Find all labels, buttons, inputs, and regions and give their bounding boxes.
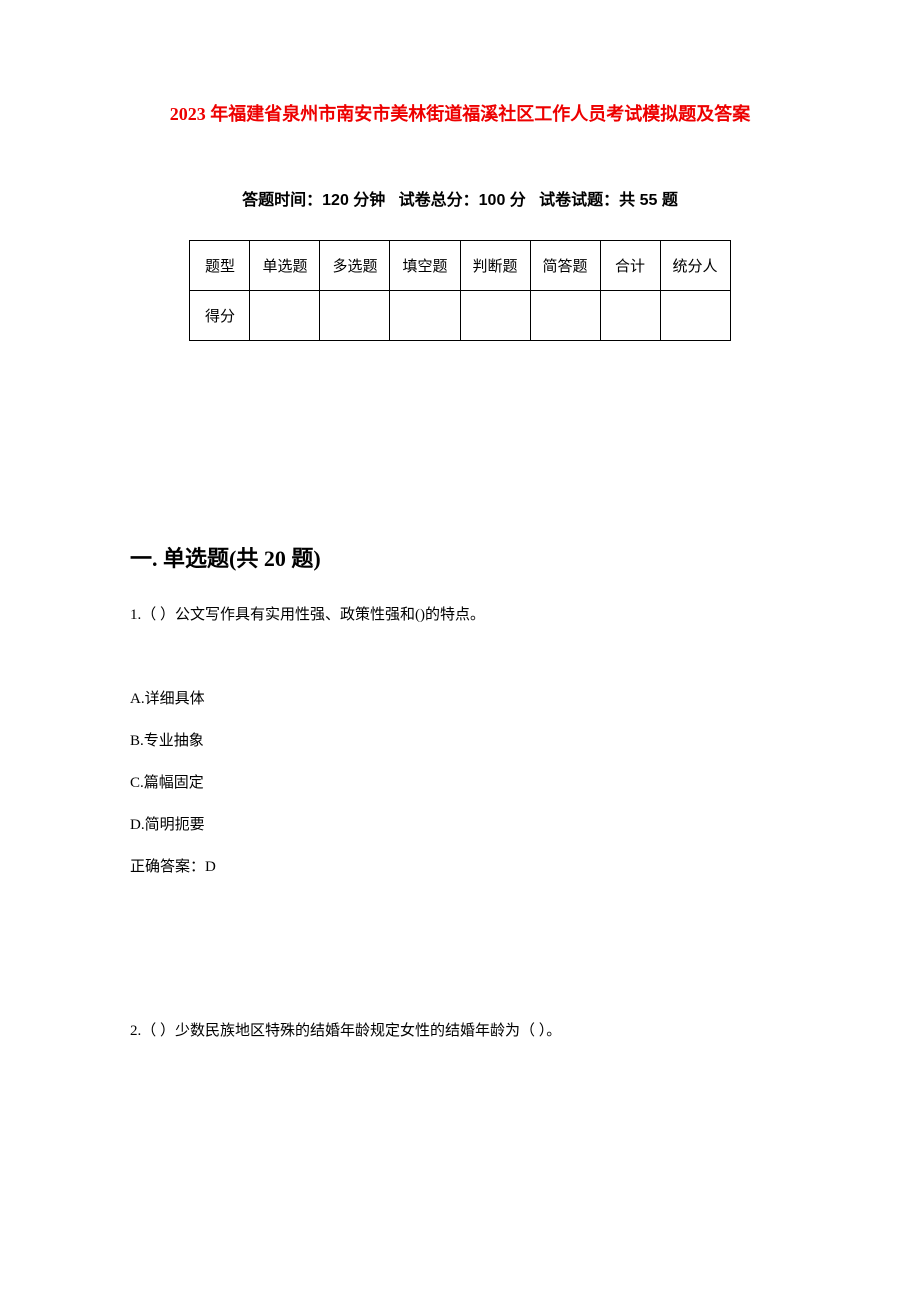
header-multi: 多选题 [320,241,390,291]
question-1-option-c: C.篇幅固定 [130,771,790,795]
score-scorer [660,291,730,341]
header-fill: 填空题 [390,241,460,291]
question-count-value: 共 55 题 [619,192,678,209]
question-1-answer: 正确答案：D [130,855,790,879]
score-table: 题型 单选题 多选题 填空题 判断题 简答题 合计 统分人 得分 [189,240,730,341]
time-label: 答题时间： [242,192,322,209]
score-short [530,291,600,341]
exam-info: 答题时间：120 分钟 试卷总分：100 分 试卷试题：共 55 题 [130,186,790,210]
row-label-score: 得分 [190,291,250,341]
header-total: 合计 [600,241,660,291]
score-fill [390,291,460,341]
time-value: 120 分钟 [322,192,385,209]
question-2-text: 2.（ ）少数民族地区特殊的结婚年龄规定女性的结婚年龄为（ ）。 [130,1019,790,1043]
header-judge: 判断题 [460,241,530,291]
header-single: 单选题 [250,241,320,291]
score-multi [320,291,390,341]
header-scorer: 统分人 [660,241,730,291]
score-judge [460,291,530,341]
question-1-option-b: B.专业抽象 [130,729,790,753]
header-short: 简答题 [530,241,600,291]
question-count-label: 试卷试题： [539,192,619,209]
question-1-option-a: A.详细具体 [130,687,790,711]
table-header-row: 题型 单选题 多选题 填空题 判断题 简答题 合计 统分人 [190,241,730,291]
section-heading: 一. 单选题(共 20 题) [130,541,790,573]
score-single [250,291,320,341]
score-total [600,291,660,341]
total-score-value: 100 分 [479,192,526,209]
document-title: 2023 年福建省泉州市南安市美林街道福溪社区工作人员考试模拟题及答案 [130,100,790,126]
header-type: 题型 [190,241,250,291]
table-score-row: 得分 [190,291,730,341]
total-score-label: 试卷总分： [399,192,479,209]
question-1-option-d: D.简明扼要 [130,813,790,837]
question-1-text: 1.（ ）公文写作具有实用性强、政策性强和()的特点。 [130,603,790,627]
